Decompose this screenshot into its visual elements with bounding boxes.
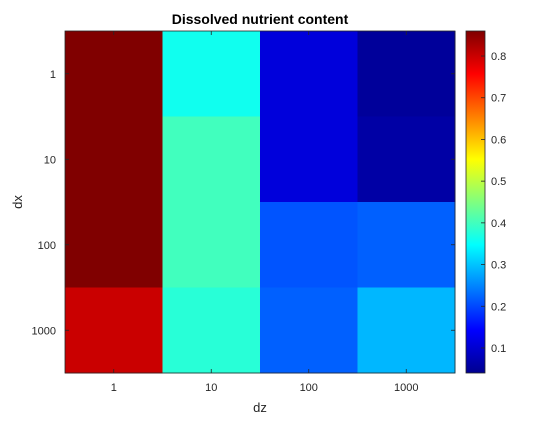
heatmap-cell xyxy=(162,287,261,374)
colorbar-tick-label: 0.4 xyxy=(491,218,506,230)
x-tick-label: 1000 xyxy=(394,382,418,394)
x-axis-label: dz xyxy=(253,400,267,415)
x-tick-label: 100 xyxy=(300,382,318,394)
y-tick-label: 1000 xyxy=(32,325,56,337)
y-axis-ticks: 1 10 100 1000 xyxy=(32,69,455,337)
colorbar xyxy=(465,30,486,374)
y-tick-label: 100 xyxy=(38,240,56,252)
chart-title: Dissolved nutrient content xyxy=(172,11,349,27)
heatmap-cell xyxy=(357,287,456,374)
colorbar-tick-label: 0.3 xyxy=(491,260,506,272)
heatmap-cell xyxy=(260,116,358,203)
y-axis-label: dx xyxy=(10,195,25,209)
heatmap-cell xyxy=(65,116,163,203)
y-tick-label: 1 xyxy=(50,69,56,81)
heatmap-cells xyxy=(65,31,456,374)
x-axis-ticks: 1 10 100 1000 xyxy=(111,31,418,394)
heatmap-cell xyxy=(162,116,261,203)
heatmap-cell xyxy=(65,202,163,288)
heatmap-cell xyxy=(260,31,358,117)
colorbar-tick-label: 0.6 xyxy=(491,134,506,146)
x-tick-label: 1 xyxy=(111,382,117,394)
heatmap-cell xyxy=(65,287,163,374)
heatmap-cell xyxy=(357,116,456,203)
colorbar-tick-label: 0.1 xyxy=(491,343,506,355)
colorbar-tick-label: 0.5 xyxy=(491,176,506,188)
heatmap-cell xyxy=(260,287,358,374)
colorbar-tick-label: 0.8 xyxy=(491,51,506,63)
y-tick-label: 10 xyxy=(44,154,56,166)
heatmap-cell xyxy=(357,31,456,117)
heatmap-cell xyxy=(162,31,261,117)
colorbar-tick-label: 0.2 xyxy=(491,301,506,313)
heatmap-cell xyxy=(162,202,261,288)
heatmap-cell xyxy=(260,202,358,288)
heatmap-cell xyxy=(357,202,456,288)
heatmap-cell xyxy=(65,31,163,117)
colorbar-tick-label: 0.7 xyxy=(491,93,506,105)
plot-frame xyxy=(64,30,456,374)
x-tick-label: 10 xyxy=(205,382,217,394)
colorbar-ticks: 0.1 0.2 0.3 0.4 0.5 0.6 0.7 0.8 xyxy=(481,51,506,355)
